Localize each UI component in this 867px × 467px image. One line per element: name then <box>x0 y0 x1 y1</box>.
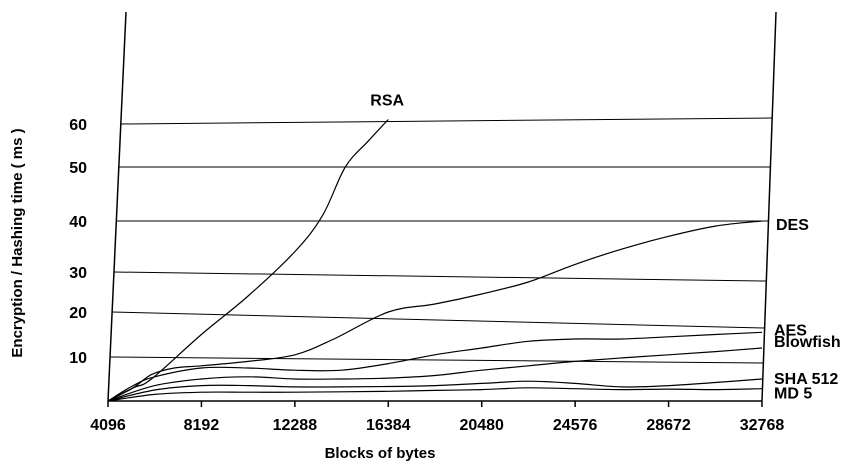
x-tick-32768: 32768 <box>740 417 785 434</box>
series-label-des: DES <box>776 217 809 234</box>
series-line-md-5 <box>107 387 763 402</box>
x-tick-8192: 8192 <box>184 417 220 434</box>
series-line-des <box>107 220 763 402</box>
x-tick-4096: 4096 <box>90 417 126 434</box>
x-tick-28672: 28672 <box>646 417 691 434</box>
series-line-blowfish <box>107 347 763 402</box>
x-axis-title: Blocks of bytes <box>325 445 436 462</box>
series-label-md-5: MD 5 <box>774 386 812 403</box>
y-tick-40: 40 <box>69 214 87 231</box>
series-label-aes: AES <box>774 322 807 339</box>
y-axis-title: Encryption / Hashing time ( ms ) <box>9 128 26 357</box>
series-lines <box>107 119 763 402</box>
series-label-rsa: RSA <box>370 93 404 110</box>
series-line-rsa <box>107 119 389 402</box>
x-tick-16384: 16384 <box>366 417 411 434</box>
y-tick-10: 10 <box>69 350 87 367</box>
grid-lines <box>110 117 773 364</box>
axes <box>107 11 777 402</box>
y-tick-60: 60 <box>69 117 87 134</box>
y-axis-left <box>107 11 127 402</box>
y-tick-labels: 10 20 30 40 50 60 <box>69 117 87 367</box>
grid-line-60 <box>120 117 773 125</box>
x-tick-12288: 12288 <box>273 417 318 434</box>
series-label-blowfish: Blowfish <box>774 334 841 351</box>
grid-line-10 <box>110 356 764 364</box>
series-line-sha-512 <box>107 378 763 402</box>
x-tick-24576: 24576 <box>553 417 598 434</box>
series-label-sha-512: SHA 512 <box>774 371 838 388</box>
y-tick-30: 30 <box>69 265 87 282</box>
x-tick-labels: 4096 8192 12288 16384 20480 24576 28672 32768 <box>90 401 784 434</box>
y-axis-right <box>761 11 777 402</box>
series-line-aes <box>107 331 763 402</box>
grid-line-30 <box>113 271 767 282</box>
y-tick-20: 20 <box>69 305 87 322</box>
y-tick-50: 50 <box>69 160 87 177</box>
x-tick-20480: 20480 <box>459 417 504 434</box>
grid-line-20 <box>112 311 765 329</box>
